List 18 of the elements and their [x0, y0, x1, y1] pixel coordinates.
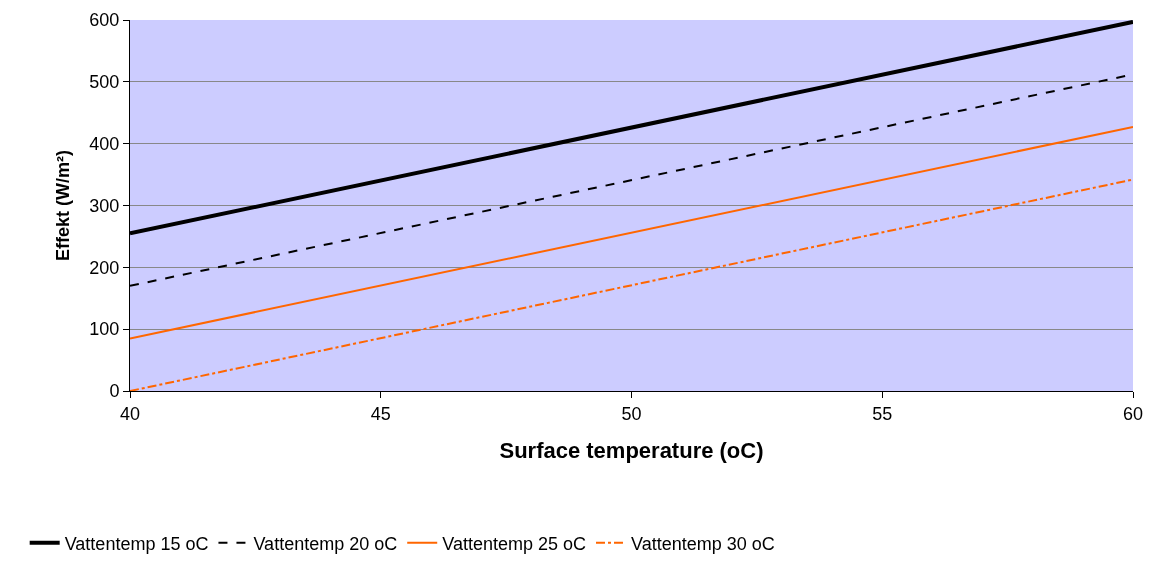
y-tick-label: 200	[89, 257, 120, 278]
y-tick-label: 400	[89, 133, 120, 154]
x-tick-label: 45	[370, 403, 391, 424]
legend-label: Vattentemp 20 oC	[253, 533, 398, 554]
x-tick-label: 50	[621, 403, 642, 424]
x-axis-title: Surface temperature (oC)	[499, 438, 764, 464]
y-tick-label: 500	[89, 72, 120, 93]
x-tick-label: 55	[872, 403, 893, 424]
y-tick-label: 0	[109, 381, 120, 402]
legend-label: Vattentemp 30 oC	[630, 533, 775, 554]
y-tick-label: 100	[89, 319, 120, 340]
y-tick-label: 300	[89, 195, 120, 216]
y-axis-title: Effekt (W/m²)	[52, 150, 73, 261]
legend-label: Vattentemp 25 oC	[442, 533, 586, 554]
y-tick-label: 600	[89, 10, 120, 31]
x-tick-label: 60	[1122, 403, 1144, 424]
legend-label: Vattentemp 15 oC	[64, 533, 209, 554]
x-tick-label: 40	[119, 403, 141, 424]
